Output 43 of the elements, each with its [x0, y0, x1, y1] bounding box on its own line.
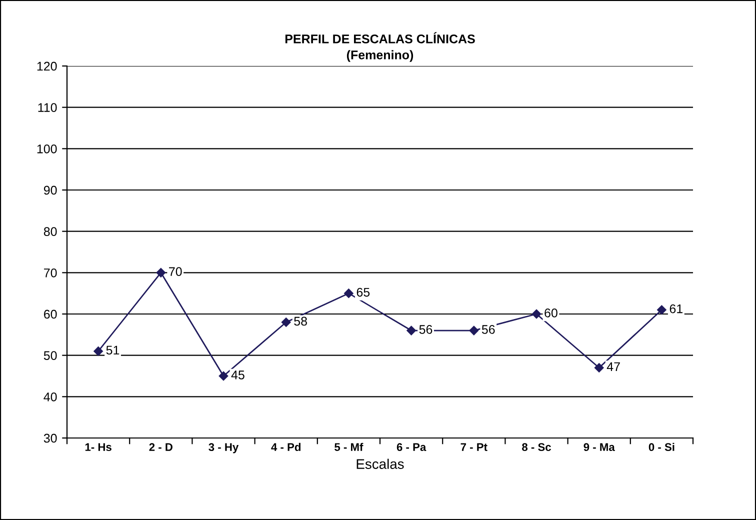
- x-tick-label: 7 - Pt: [460, 443, 488, 452]
- y-tick-label: 100: [37, 144, 57, 154]
- y-tick-label: 110: [38, 103, 57, 112]
- x-tick-label: 0 - Si: [648, 442, 674, 452]
- x-tick-label: 4 - Pd: [271, 442, 300, 452]
- chart-title: PERFIL DE ESCALAS CLÍNICAS: [285, 32, 475, 44]
- point: [657, 305, 666, 314]
- data-label: 65: [356, 288, 370, 297]
- y-tick-label: 30: [44, 434, 57, 443]
- point: [156, 268, 166, 278]
- x-tick-label: 3 - Hy: [208, 443, 239, 454]
- data-label: 51: [106, 346, 120, 355]
- point: [594, 363, 604, 372]
- data-label: 47: [606, 362, 620, 371]
- x-tick-label: 9 - Ma: [584, 443, 615, 452]
- data-label: 45: [231, 370, 244, 380]
- point: [218, 371, 228, 381]
- y-tick-label: 70: [44, 268, 57, 278]
- x-tick-label: 1- Hs: [85, 443, 112, 452]
- point: [344, 288, 354, 298]
- point: [281, 318, 291, 327]
- y-tick-label: 120: [37, 62, 57, 71]
- point: [94, 346, 103, 356]
- data-label: 70: [169, 267, 182, 276]
- y-tick-label: 60: [44, 310, 57, 319]
- y-tick-label: 50: [44, 351, 57, 360]
- x-tick-label: 5 - Mf: [334, 442, 364, 452]
- x-tick-label: 6 - Pa: [396, 443, 426, 452]
- point: [469, 326, 479, 336]
- x-tick-label: 8 - Sc: [522, 443, 551, 452]
- data-label: 60: [544, 308, 558, 318]
- data-label: 58: [294, 316, 307, 326]
- data-label: 56: [419, 325, 432, 334]
- data-label: 61: [670, 304, 683, 314]
- x-tick-label: 2 - D: [149, 443, 172, 451]
- data-label: 56: [482, 325, 495, 334]
- y-tick-label: 40: [44, 392, 57, 402]
- point: [406, 326, 416, 336]
- y-tick-label: 80: [44, 227, 57, 236]
- chart-subtitle: (Femenino): [346, 50, 414, 62]
- x-axis-title: Escalas: [356, 458, 404, 469]
- point: [532, 309, 542, 319]
- y-tick-label: 90: [44, 186, 57, 195]
